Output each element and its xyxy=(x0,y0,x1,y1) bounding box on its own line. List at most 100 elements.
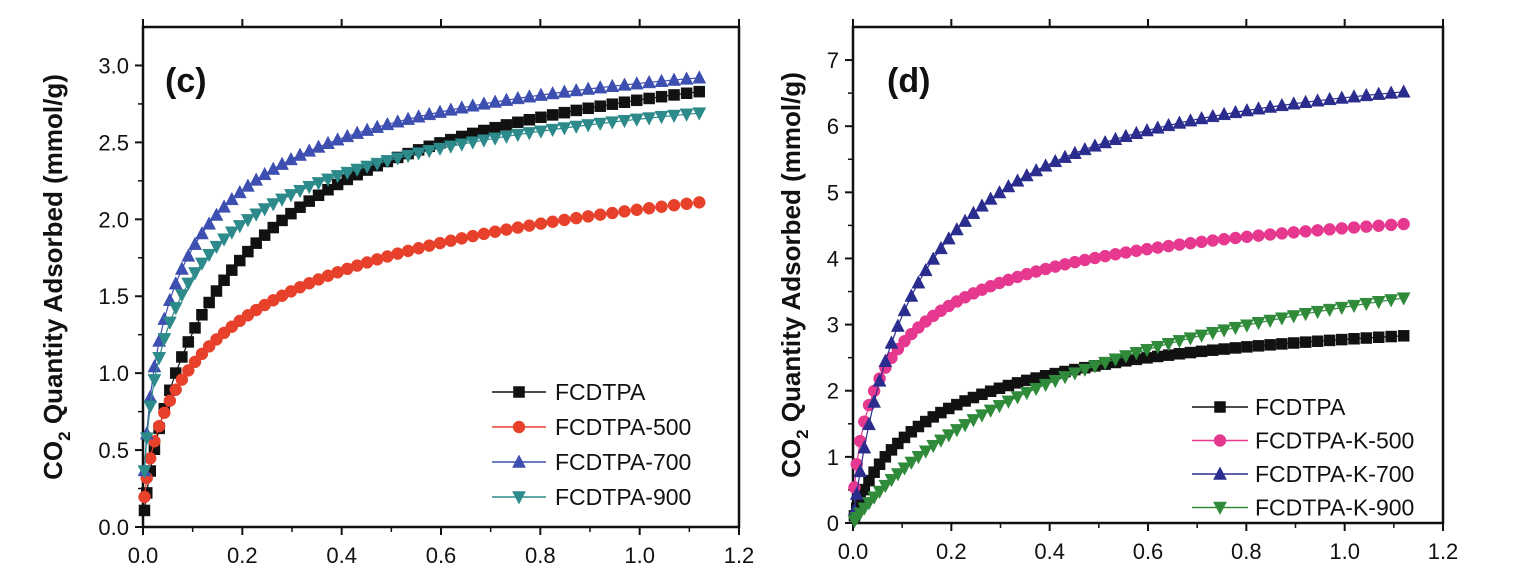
data-point xyxy=(1217,106,1231,121)
data-point xyxy=(667,72,681,86)
data-point xyxy=(631,94,643,107)
x-tick-label: 1.2 xyxy=(724,543,755,568)
data-point xyxy=(926,439,941,454)
data-point xyxy=(884,335,899,349)
data-point xyxy=(1299,336,1312,348)
data-point xyxy=(163,394,177,407)
x-tick-label: 0.6 xyxy=(426,543,457,568)
data-point xyxy=(911,451,926,465)
legend-label: FCDTPA-700 xyxy=(555,449,691,475)
data-point xyxy=(1058,371,1072,385)
data-point xyxy=(1048,153,1063,168)
data-point xyxy=(1311,335,1324,347)
data-point xyxy=(668,89,680,101)
data-point xyxy=(1172,115,1187,129)
data-point xyxy=(195,257,209,271)
data-point xyxy=(137,465,152,479)
data-point xyxy=(284,189,298,203)
y-tick-label: 6 xyxy=(827,114,839,139)
y-tick-label: 1 xyxy=(827,445,839,470)
y-tick-label: 4 xyxy=(827,246,839,271)
data-point xyxy=(181,277,196,291)
data-point xyxy=(1108,131,1123,146)
data-point xyxy=(1240,230,1254,244)
data-point xyxy=(138,504,151,517)
data-point xyxy=(422,239,436,252)
data-point xyxy=(500,119,513,131)
legend-label: FCDTPA xyxy=(555,379,646,405)
data-point xyxy=(176,351,188,363)
data-point xyxy=(1334,301,1349,316)
x-tick-label: 0.2 xyxy=(936,539,967,564)
legend-marker xyxy=(512,454,526,468)
data-point xyxy=(293,147,307,161)
data-point xyxy=(643,92,655,105)
data-point xyxy=(1360,220,1373,233)
data-point xyxy=(138,490,151,504)
data-point xyxy=(444,234,458,247)
data-point xyxy=(692,107,707,121)
data-point xyxy=(897,462,912,476)
y-tick-label: 7 xyxy=(827,48,839,73)
data-point xyxy=(1038,158,1053,172)
data-point xyxy=(143,452,157,465)
data-point xyxy=(983,404,998,418)
data-point xyxy=(224,191,239,206)
data-point xyxy=(1241,341,1253,353)
data-point xyxy=(196,309,208,321)
data-point xyxy=(476,96,491,110)
legend-label: FCDTPA-K-700 xyxy=(1255,461,1414,487)
data-point xyxy=(1372,219,1385,233)
data-point xyxy=(390,152,405,166)
data-point xyxy=(411,109,426,123)
data-point xyxy=(499,130,514,144)
data-point xyxy=(401,149,416,164)
data-point xyxy=(949,221,964,236)
data-point xyxy=(188,236,202,250)
data-point xyxy=(629,76,644,90)
x-tick-label: 0.6 xyxy=(1133,539,1164,564)
data-point xyxy=(1162,239,1175,253)
data-point xyxy=(1286,96,1301,110)
data-point xyxy=(667,199,681,212)
data-point xyxy=(606,206,619,220)
data-point xyxy=(884,474,899,488)
data-point xyxy=(412,241,425,255)
data-point xyxy=(654,73,669,87)
data-point xyxy=(1119,246,1133,259)
data-point xyxy=(510,128,525,143)
data-point xyxy=(1183,113,1198,127)
data-point xyxy=(1299,225,1312,238)
data-point xyxy=(904,456,919,470)
data-point xyxy=(249,208,264,222)
data-point xyxy=(693,85,706,98)
y-axis-label: CO2 Quantity Adsorbed (mmol/g) xyxy=(776,72,812,478)
data-point xyxy=(680,87,693,100)
data-point xyxy=(1275,227,1289,240)
data-point xyxy=(1264,339,1276,351)
data-point xyxy=(390,114,405,128)
data-point xyxy=(340,128,355,143)
data-point xyxy=(1038,378,1053,393)
data-point xyxy=(158,406,171,420)
data-point xyxy=(966,414,981,428)
data-point xyxy=(1172,335,1187,349)
data-point xyxy=(558,213,571,227)
data-point xyxy=(1323,223,1336,236)
data-point xyxy=(534,217,548,230)
data-point xyxy=(1077,141,1092,156)
data-point xyxy=(1298,308,1313,322)
y-axis-label: CO2 Quantity Adsorbed (mmol/g) xyxy=(38,74,74,480)
data-point xyxy=(370,119,385,133)
data-point xyxy=(1088,251,1102,265)
data-point xyxy=(202,216,217,230)
data-point xyxy=(679,108,694,122)
data-point xyxy=(569,120,584,135)
data-point xyxy=(1183,332,1198,346)
data-point xyxy=(218,274,230,286)
data-point xyxy=(422,145,437,159)
data-point xyxy=(181,248,196,262)
data-point xyxy=(488,132,503,146)
data-point xyxy=(1240,102,1254,117)
data-point xyxy=(958,213,972,227)
